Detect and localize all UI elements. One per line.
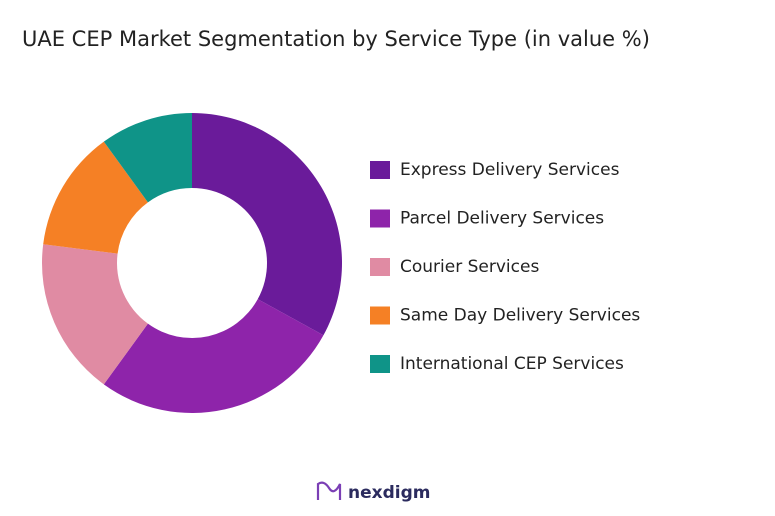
legend-label: Courier Services [400, 257, 539, 277]
legend-label: International CEP Services [400, 354, 624, 374]
logo-text: nexdigm [348, 483, 430, 503]
legend-label: Express Delivery Services [400, 160, 620, 180]
chart-title: UAE CEP Market Segmentation by Service T… [22, 27, 650, 51]
legend-label: Same Day Delivery Services [400, 306, 640, 326]
wedge [103, 299, 324, 413]
logo: nexdigm [316, 481, 430, 503]
legend-label: Parcel Delivery Services [400, 209, 604, 229]
legend-swatch [370, 306, 390, 325]
legend-swatch [370, 355, 390, 373]
wedge [192, 113, 343, 336]
legend-swatch [370, 161, 390, 179]
wedge [103, 113, 192, 203]
logo-icon [316, 481, 342, 500]
wedge [41, 244, 148, 385]
wedge [43, 141, 148, 254]
legend-swatch [370, 209, 390, 228]
legend-swatch [370, 258, 390, 276]
